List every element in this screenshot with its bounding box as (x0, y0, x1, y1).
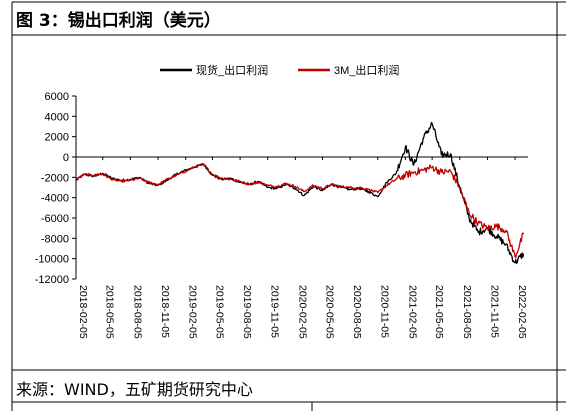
figure-title: 图 3：锡出口利润（美元） (16, 11, 221, 31)
legend-label: 现货_出口利润 (196, 63, 268, 77)
x-tick-label: 2021-08-05 (461, 285, 473, 339)
x-tick-label: 2018-02-05 (77, 285, 89, 339)
y-tick-label: -2000 (41, 172, 69, 184)
x-tick-label: 2019-08-05 (241, 285, 253, 339)
x-tick-label: 2021-05-05 (433, 285, 445, 339)
x-tick-label: 2019-02-05 (187, 285, 199, 339)
y-tick-label: -12000 (35, 274, 69, 286)
x-tick-label: 2018-05-05 (104, 285, 116, 339)
x-tick-label: 2020-08-05 (351, 285, 363, 339)
y-tick-label: 0 (63, 152, 69, 164)
x-tick-label: 2018-11-05 (159, 285, 171, 338)
x-tick-label: 2019-11-05 (269, 285, 281, 338)
chart-legend: 现货_出口利润 3M_出口利润 (160, 63, 399, 77)
x-tick-label: 2018-08-05 (131, 285, 143, 339)
plot-area (75, 121, 525, 264)
x-tick-label: 2020-02-05 (296, 285, 308, 339)
y-tick-label: 4000 (45, 111, 69, 123)
x-tick-label: 2020-05-05 (323, 285, 335, 339)
series-line-3m (75, 162, 525, 259)
y-tick-label: -8000 (41, 233, 69, 245)
x-tick-label: 2021-11-05 (488, 285, 500, 338)
x-axis: 2018-02-05 2018-05-05 2018-08-05 2018-11-05… (75, 156, 528, 339)
y-tick-label: 6000 (45, 91, 69, 103)
y-axis: 6000 4000 2000 0 -2000 -4000 -6000 -8000 -10000 -… (35, 91, 77, 286)
x-tick-label: 2021-02-05 (406, 285, 418, 339)
x-tick-label: 2022-02-05 (516, 285, 528, 339)
x-tick-label: 2019-05-05 (213, 285, 225, 339)
series-line-spot (75, 121, 525, 264)
x-tick-label: 2020-11-05 (379, 285, 391, 338)
source-note: 来源：WIND，五矿期货研究中心 (16, 380, 253, 399)
y-tick-label: 2000 (45, 132, 69, 144)
y-tick-label: -4000 (41, 193, 69, 205)
legend-label: 3M_出口利润 (334, 63, 399, 77)
y-tick-label: -10000 (35, 254, 69, 266)
y-tick-label: -6000 (41, 213, 69, 225)
